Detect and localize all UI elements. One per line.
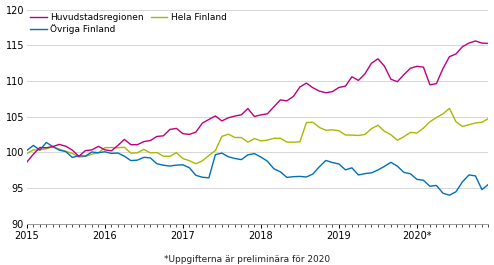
Övriga Finland [459,180,465,183]
Line: Hela Finland: Hela Finland [27,108,489,164]
Övriga Finland [323,159,329,162]
Hela Finland [24,152,30,155]
Övriga Finland [43,141,49,144]
Huvudstadsregionen [24,161,30,164]
Huvudstadsregionen [134,143,140,146]
Huvudstadsregionen [486,42,492,45]
Hela Finland [486,117,492,120]
Övriga Finland [95,151,101,154]
Övriga Finland [486,183,492,186]
Hela Finland [193,162,199,165]
Line: Huvudstadsregionen: Huvudstadsregionen [27,41,489,162]
Övriga Finland [447,194,453,197]
Huvudstadsregionen [284,99,290,103]
Huvudstadsregionen [336,86,342,89]
Huvudstadsregionen [89,148,95,152]
Huvudstadsregionen [472,39,478,43]
Övriga Finland [342,168,348,171]
Övriga Finland [186,166,192,169]
Hela Finland [447,107,453,110]
Övriga Finland [24,149,30,152]
Hela Finland [89,153,95,156]
Line: Övriga Finland: Övriga Finland [27,143,489,195]
Legend: Huvudstadsregionen, Övriga Finland, Hela Finland: Huvudstadsregionen, Övriga Finland, Hela… [29,11,229,36]
Huvudstadsregionen [317,90,323,93]
Hela Finland [459,125,465,128]
Övriga Finland [290,175,296,178]
Text: *Uppgifterna är preliminära för 2020: *Uppgifterna är preliminära för 2020 [164,255,330,264]
Hela Finland [290,141,296,144]
Hela Finland [180,157,186,160]
Hela Finland [323,129,329,132]
Huvudstadsregionen [180,132,186,135]
Hela Finland [342,133,348,136]
